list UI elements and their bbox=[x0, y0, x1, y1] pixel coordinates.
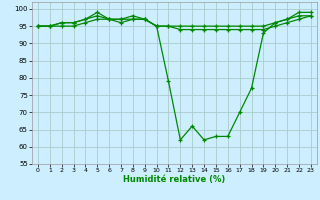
X-axis label: Humidité relative (%): Humidité relative (%) bbox=[123, 175, 226, 184]
